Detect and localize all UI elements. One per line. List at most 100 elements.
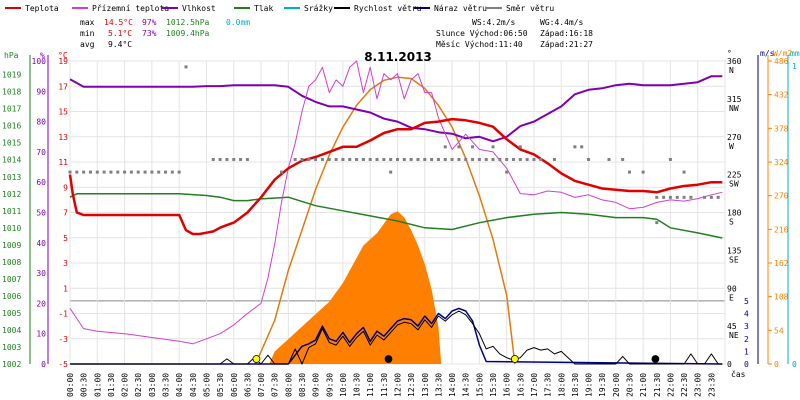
wind-direction-point: [477, 157, 481, 161]
wm-unit: W/m2: [773, 49, 792, 58]
wm-tick: 324: [774, 158, 789, 167]
wind-direction-point: [300, 157, 304, 161]
hpa-tick: 1011: [2, 207, 21, 216]
wind-direction-points: [68, 65, 720, 225]
dir-tick-letter: NE: [729, 331, 739, 340]
x-tick: 18:00: [557, 373, 566, 397]
wm-tick: 486: [774, 57, 789, 66]
pct-tick: 70: [36, 148, 46, 157]
wind-direction-point: [293, 157, 297, 161]
hpa-tick: 1004: [2, 326, 21, 335]
dir-tick-letter: NW: [729, 104, 739, 113]
wind-direction-point: [177, 170, 181, 174]
wind-direction-point: [505, 157, 509, 161]
wind-direction-point: [157, 170, 161, 174]
wind-direction-point: [703, 195, 707, 199]
x-tick: 09:00: [312, 373, 321, 397]
wind-direction-point: [341, 157, 345, 161]
x-tick: 02:30: [134, 373, 143, 397]
x-tick: 06:00: [230, 373, 239, 397]
hpa-tick: 1013: [2, 173, 21, 182]
hpa-tick: 1016: [2, 122, 21, 131]
c-tick: 17: [58, 82, 68, 91]
wind-direction-point: [116, 170, 120, 174]
wm-tick: 432: [774, 91, 789, 100]
wind-direction-point: [280, 170, 284, 174]
chart-title: 8.11.2013: [364, 50, 432, 64]
wm-tick: 162: [774, 259, 789, 268]
x-tick: 10:00: [339, 373, 348, 397]
wind-direction-point: [320, 157, 324, 161]
c-tick: 15: [58, 108, 68, 117]
wind-direction-point: [334, 157, 338, 161]
wm-tick: 0: [774, 360, 779, 369]
wm-tick: 378: [774, 124, 789, 133]
wind-direction-point: [682, 170, 686, 174]
x-tick: 01:30: [107, 373, 116, 397]
wind-direction-point: [314, 157, 318, 161]
mm-tick: 0: [792, 360, 797, 369]
wind-direction-point: [245, 157, 249, 161]
x-tick: 11:00: [366, 373, 375, 397]
hpa-tick: 1008: [2, 258, 21, 267]
wind-direction-point: [430, 157, 434, 161]
legend-label: Tlak: [254, 4, 273, 13]
wind-direction-point: [580, 145, 584, 149]
hpa-tick: 1007: [2, 275, 21, 284]
hpa-tick: 1010: [2, 224, 21, 233]
hpa-tick: 1006: [2, 292, 21, 301]
stats-max-temp: 14.5°C: [104, 18, 133, 27]
info-wg: WG:4.4m/s: [540, 18, 584, 27]
wind-direction-point: [170, 170, 174, 174]
x-tick: 05:00: [202, 373, 211, 397]
x-tick: 03:00: [148, 373, 157, 397]
wind-direction-point: [88, 170, 92, 174]
wind-direction-point: [525, 157, 529, 161]
ms-tick: 4: [744, 310, 749, 319]
c-unit: °C: [58, 51, 68, 60]
wind-direction-point: [532, 157, 536, 161]
stats-block: max 14.5°C 97% 1012.5hPa 0.0mm min 5.1°C…: [80, 18, 250, 49]
dir-tick: 0: [727, 360, 732, 369]
info-ws: WS:4.2m/s: [472, 18, 516, 27]
c-tick: -3: [58, 335, 68, 344]
pct-tick: 20: [36, 299, 46, 308]
wind-direction-point: [655, 195, 659, 199]
hpa-tick: 1003: [2, 343, 21, 352]
wind-direction-point: [129, 170, 133, 174]
wind-direction-point: [68, 170, 72, 174]
dir-unit: °: [727, 49, 732, 58]
dir-tick: 225: [727, 171, 742, 180]
x-tick: 05:30: [216, 373, 225, 397]
stats-max-label: max: [80, 18, 95, 27]
x-tick: 12:00: [394, 373, 403, 397]
stats-min-temp: 5.1°C: [108, 29, 132, 38]
wind-direction-point: [457, 145, 461, 149]
x-tick: 09:30: [325, 373, 334, 397]
wind-direction-point: [464, 157, 468, 161]
x-tick: 17:00: [530, 373, 539, 397]
wind-direction-point: [368, 157, 372, 161]
x-axis: čas 00:00 00:30 01:00 01:30 02:00 02:30 03:00 0…: [66, 369, 746, 397]
x-tick: 00:30: [80, 373, 89, 397]
pct-tick: 50: [36, 209, 46, 218]
wind-direction-point: [498, 157, 502, 161]
x-tick: 11:30: [380, 373, 389, 397]
wind-direction-point: [518, 145, 522, 149]
x-tick: 20:00: [612, 373, 621, 397]
info-sun: Slunce Východ:06:50: [436, 29, 528, 38]
sun-moon-markers: [252, 355, 660, 363]
wind-direction-point: [389, 170, 393, 174]
wind-direction-point: [389, 157, 393, 161]
legend-label: Srážky: [304, 4, 333, 13]
pct-tick: 80: [36, 118, 46, 127]
wm-tick: 54: [774, 326, 784, 335]
ms-tick: 1: [744, 347, 749, 356]
stats-avg-label: avg: [80, 40, 95, 49]
c-tick: 1: [63, 284, 68, 293]
wind-direction-point: [491, 157, 495, 161]
x-tick: 15:00: [475, 373, 484, 397]
wind-direction-point: [668, 157, 672, 161]
wind-direction-point: [511, 157, 515, 161]
legend-label: Rychlost větru: [354, 4, 422, 13]
